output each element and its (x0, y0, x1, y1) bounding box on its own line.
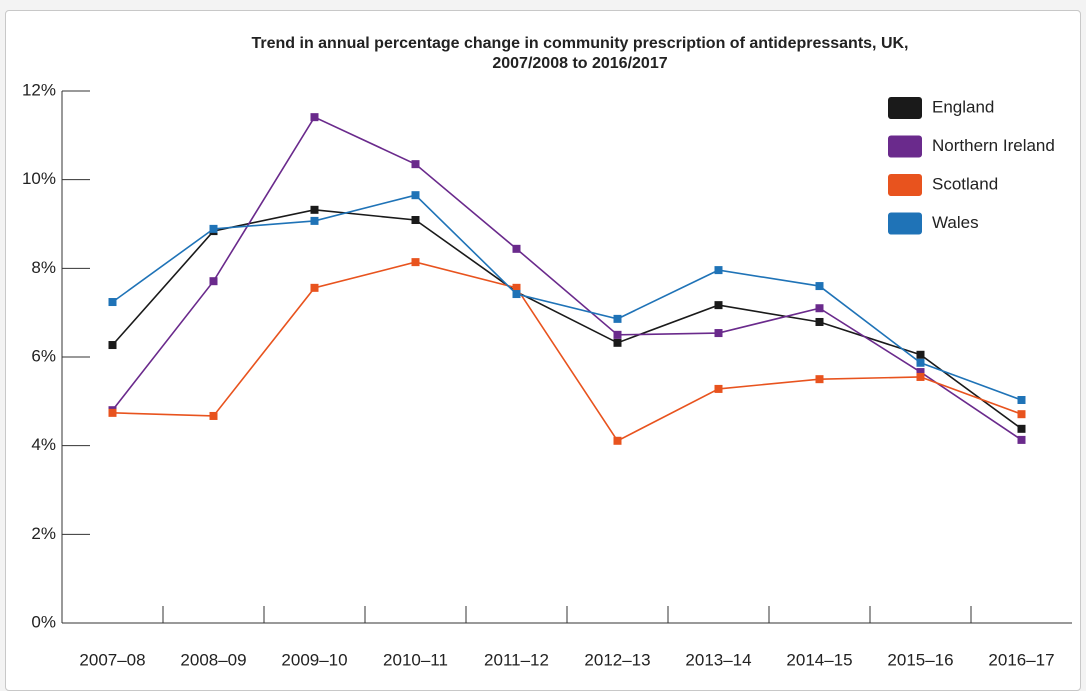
x-tick-label: 2007–08 (79, 650, 145, 669)
point (310, 205, 319, 214)
point (714, 266, 723, 275)
point (613, 330, 622, 339)
series-line (112, 261, 1022, 442)
point (108, 341, 117, 350)
chart-title: 2007/2008 to 2016/2017 (492, 55, 667, 72)
y-tick-label: 10% (22, 169, 56, 188)
point (714, 329, 723, 338)
y-tick-label: 12% (22, 80, 56, 99)
legend-label: Scotland (932, 174, 998, 193)
point (613, 314, 622, 323)
y-tick-label: 6% (31, 346, 56, 365)
point (613, 338, 622, 347)
point (108, 408, 117, 417)
point (512, 283, 521, 292)
chart-frame (5, 10, 1081, 691)
point (108, 298, 117, 307)
point (411, 191, 420, 200)
point (916, 350, 925, 359)
y-tick-label: 8% (31, 258, 56, 277)
series-line (111, 116, 1022, 441)
point (1017, 410, 1026, 419)
point (411, 258, 420, 267)
point (310, 283, 319, 292)
point (1017, 396, 1026, 405)
point (310, 216, 319, 225)
x-tick-label: 2008–09 (180, 650, 246, 669)
x-tick-label: 2009–10 (281, 650, 347, 669)
x-tick-label: 2010–11 (383, 650, 448, 669)
legend-swatch (888, 212, 922, 235)
y-tick-label: 2% (31, 524, 56, 543)
x-tick-label: 2015–16 (887, 650, 953, 669)
point (916, 368, 925, 377)
legend-swatch (888, 97, 922, 119)
point (512, 244, 521, 253)
point (310, 113, 319, 122)
x-tick-label: 2014–15 (786, 650, 852, 669)
series-line (111, 209, 1022, 430)
x-tick-label: 2012–13 (584, 650, 650, 669)
point (916, 372, 925, 381)
point (1017, 424, 1026, 433)
y-tick-label: 4% (31, 435, 56, 454)
legend-label: Wales (932, 213, 979, 232)
point (815, 304, 824, 313)
point (815, 282, 824, 291)
point (714, 384, 723, 393)
point (411, 160, 420, 169)
legend-label: England (932, 97, 994, 116)
legend-swatch (888, 174, 922, 196)
point (209, 277, 218, 286)
point (714, 301, 723, 310)
x-tick-label: 2013–14 (685, 650, 751, 669)
legend-label: Northern Ireland (932, 136, 1055, 155)
x-tick-label: 2016–17 (988, 650, 1054, 669)
point (209, 411, 218, 420)
point (916, 358, 925, 367)
point (209, 224, 218, 233)
chart-title: Trend in annual percentage change in com… (251, 35, 908, 52)
point (512, 290, 521, 299)
x-tick-label: 2011–12 (484, 650, 549, 669)
point (1017, 435, 1026, 444)
y-tick-label: 0% (31, 612, 56, 631)
series-line (112, 194, 1022, 401)
point (815, 317, 824, 326)
legend-swatch (888, 135, 922, 158)
point (411, 216, 420, 225)
point (815, 375, 824, 384)
point (613, 436, 622, 445)
